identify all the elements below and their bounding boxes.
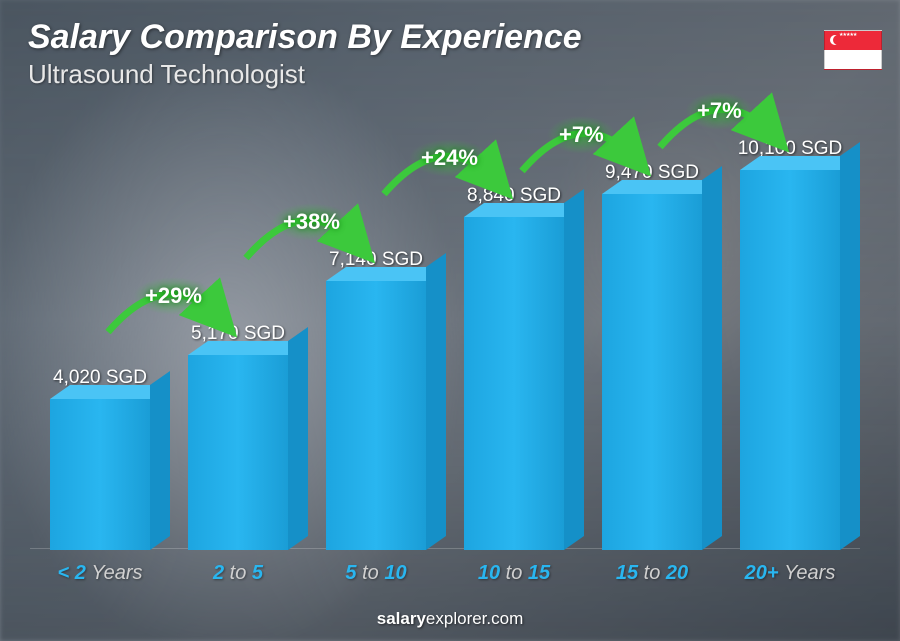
bar-category-label: < 2 Years [57,562,142,585]
chart-title: Salary Comparison By Experience [28,18,582,57]
bar [464,217,564,550]
footer-watermark: salaryexplorer.com [0,609,900,629]
bar-category-label: 20+ Years [745,562,836,585]
bar [602,194,702,550]
bar-group: 10,100 SGD 20+ Years +7% [730,138,850,585]
bar-group: 8,840 SGD 10 to 15 +24% [454,185,574,585]
bar-group: 7,140 SGD 5 to 10 +38% [316,249,436,585]
footer-brand: salary [377,609,426,628]
bar [188,355,288,550]
bar-category-label: 2 to 5 [213,562,263,585]
bar-category-label: 10 to 15 [478,562,550,585]
pct-increase-badge: +7% [547,116,616,154]
header: Salary Comparison By Experience Ultrasou… [28,18,582,90]
bar [50,399,150,550]
pct-increase-badge: +29% [133,277,214,315]
bar-group: 4,020 SGD < 2 Years [40,367,160,585]
pct-increase-badge: +24% [409,139,490,177]
bar-category-label: 5 to 10 [345,562,406,585]
footer-suffix: explorer.com [426,609,523,628]
bar-category-label: 15 to 20 [616,562,688,585]
bar-chart: 4,020 SGD < 2 Years 5,170 SGD 2 to 5 [40,105,850,585]
chart-subtitle: Ultrasound Technologist [28,59,582,90]
bar-group: 5,170 SGD 2 to 5 +29% [178,323,298,585]
bar [326,281,426,550]
bar-group: 9,470 SGD 15 to 20 +7% [592,162,712,585]
singapore-flag-icon [824,30,882,70]
pct-increase-badge: +38% [271,203,352,241]
bar [740,170,840,550]
